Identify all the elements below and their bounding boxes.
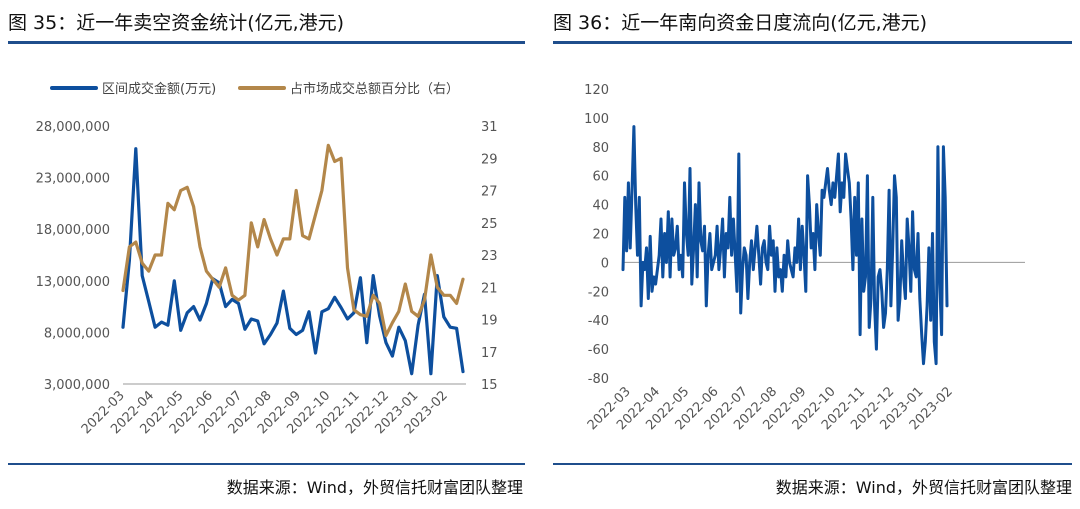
source-note: 数据来源：Wind，外贸信托财富团队整理 [226,478,523,497]
footer-rule [8,463,525,465]
y-tick-label: -40 [588,314,609,329]
y-right-tick-label: 29 [481,152,498,167]
y-left-tick-label: 23,000,000 [36,172,110,187]
series-line-share [121,143,465,338]
chart-title: 图 36：近一年南向资金日度流向(亿元,港元) [553,12,928,34]
y-tick-label: 60 [592,170,609,185]
y-right-tick-label: 19 [481,314,498,329]
y-tick-label: 80 [592,141,609,156]
legend-label: 占市场成交总额百分比（右） [290,81,459,97]
y-left-tick-label: 8,000,000 [44,326,110,341]
y-right-tick-label: 27 [481,185,498,200]
y-tick-label: 40 [592,199,609,214]
y-right-tick-label: 15 [481,378,498,393]
footer-rule [553,463,1072,465]
y-tick-label: 120 [584,83,609,98]
y-tick-label: -80 [588,372,609,387]
y-right-tick-label: 17 [481,346,498,361]
y-tick-label: -60 [588,343,609,358]
title-rule [553,41,1072,44]
y-tick-label: 20 [592,228,609,243]
chart-title: 图 35：近一年卖空资金统计(亿元,港元) [8,12,345,34]
y-left-tick-label: 18,000,000 [36,223,110,238]
y-right-tick-label: 25 [481,217,498,232]
y-tick-label: -20 [588,285,609,300]
left-chart-panel: 图 35：近一年卖空资金统计(亿元,港元) 区间成交金额(万元) 占市场成交总额百… [0,0,535,509]
y-tick-label: 100 [584,112,609,127]
y-left-tick-label: 13,000,000 [36,275,110,290]
series-line-turnover [121,147,465,376]
right-chart-panel: 图 36：近一年南向资金日度流向(亿元,港元) 120 100 80 60 40 20 0 -… [545,0,1080,509]
series-line-southbound [621,125,949,366]
y-left-tick-label: 3,000,000 [44,378,110,393]
y-right-tick-label: 21 [481,281,498,296]
legend-label: 区间成交金额(万元) [102,81,216,97]
y-right-tick-label: 23 [481,249,498,264]
y-tick-label: 0 [601,256,609,271]
right-chart-svg: 120100806040200-20-40-60-802022-032022-0… [584,83,1025,433]
left-chart-svg: 区间成交金额(万元) 占市场成交总额百分比（右） 28,000,000 23,000,… [36,81,498,437]
y-left-tick-label: 28,000,000 [36,120,110,135]
y-right-tick-label: 31 [481,120,498,135]
source-note: 数据来源：Wind，外贸信托财富团队整理 [775,478,1072,497]
title-rule [8,41,525,44]
